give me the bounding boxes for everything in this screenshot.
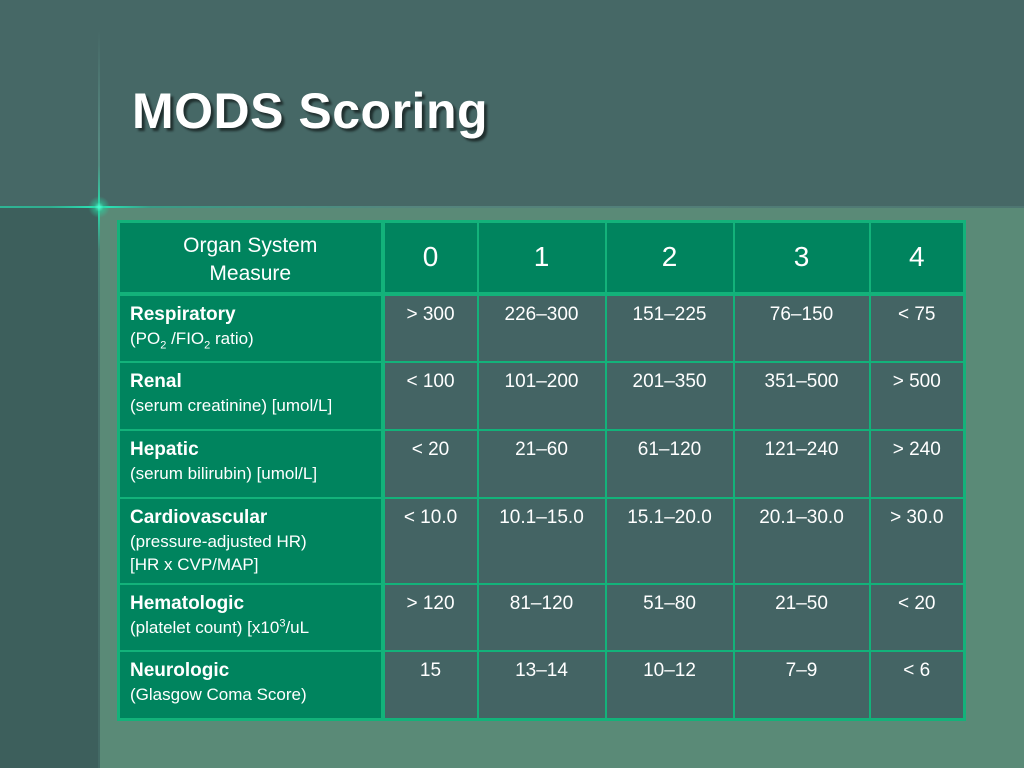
score-cell: > 300 bbox=[381, 292, 479, 363]
score-cell: > 30.0 bbox=[868, 496, 966, 586]
organ-measure-line2: [HR x CVP/MAP] bbox=[130, 554, 259, 574]
table-row-cardiovascular: Cardiovascular (pressure-adjusted HR) [H… bbox=[117, 496, 966, 586]
score-cell: < 75 bbox=[868, 292, 966, 363]
score-cell: 61–120 bbox=[604, 428, 735, 499]
organ-measure-line1: (pressure-adjusted HR) bbox=[130, 531, 307, 551]
header-score-0: 0 bbox=[381, 220, 479, 296]
slide-title: MODS Scoring bbox=[132, 83, 489, 139]
organ-measure: (Glasgow Coma Score) bbox=[130, 685, 307, 705]
organ-name: Respiratory bbox=[130, 303, 236, 325]
organ-name: Cardiovascular bbox=[130, 506, 268, 528]
mods-scoring-table: Organ System Measure 0 1 2 3 4 Respirato… bbox=[117, 220, 966, 721]
measure-text: (platelet count) [x10 bbox=[130, 618, 280, 638]
header-score-4: 4 bbox=[868, 220, 966, 296]
subscript: 2 bbox=[204, 338, 211, 351]
score-cell: 7–9 bbox=[732, 650, 871, 721]
organ-name: Hematologic bbox=[130, 593, 245, 615]
organ-cell-respiratory: Respiratory (PO2 /FIO2 ratio) bbox=[117, 292, 385, 363]
header-organ-line2: Measure bbox=[209, 262, 292, 285]
score-cell: 13–14 bbox=[476, 650, 607, 721]
organ-cell-neurologic: Neurologic (Glasgow Coma Score) bbox=[117, 650, 385, 721]
score-cell: 51–80 bbox=[604, 583, 735, 653]
score-cell: > 500 bbox=[868, 360, 966, 431]
table-row-hepatic: Hepatic (serum bilirubin) [umol/L] < 20 … bbox=[117, 428, 966, 499]
measure-text: /FIO bbox=[166, 328, 205, 348]
score-cell: 101–200 bbox=[476, 360, 607, 431]
table-row-respiratory: Respiratory (PO2 /FIO2 ratio) > 300 226–… bbox=[117, 292, 966, 363]
score-cell: < 6 bbox=[868, 650, 966, 721]
score-cell: < 20 bbox=[868, 583, 966, 653]
measure-text: /uL bbox=[285, 618, 310, 638]
title-band bbox=[0, 0, 1024, 208]
score-cell: > 120 bbox=[381, 583, 479, 653]
score-cell: 201–350 bbox=[604, 360, 735, 431]
measure-text: ratio) bbox=[210, 328, 254, 348]
score-cell: 81–120 bbox=[476, 583, 607, 653]
subscript: 2 bbox=[160, 338, 167, 351]
organ-cell-hematologic: Hematologic (platelet count) [x103/uL bbox=[117, 583, 385, 653]
score-cell: > 240 bbox=[868, 428, 966, 499]
score-cell: < 20 bbox=[381, 428, 479, 499]
left-band bbox=[0, 208, 100, 768]
score-cell: < 10.0 bbox=[381, 496, 479, 586]
header-score-2: 2 bbox=[604, 220, 735, 296]
organ-name: Hepatic bbox=[130, 438, 199, 460]
score-cell: 10–12 bbox=[604, 650, 735, 721]
header-score-1: 1 bbox=[476, 220, 607, 296]
header-organ-line1: Organ System bbox=[183, 234, 318, 257]
score-cell: 15.1–20.0 bbox=[604, 496, 735, 586]
organ-cell-hepatic: Hepatic (serum bilirubin) [umol/L] bbox=[117, 428, 385, 499]
superscript: 3 bbox=[279, 617, 286, 630]
score-cell: < 100 bbox=[381, 360, 479, 431]
vertical-divider-line bbox=[98, 30, 100, 768]
sparkle-glow bbox=[88, 196, 110, 218]
score-cell: 21–50 bbox=[732, 583, 871, 653]
horizontal-divider-line bbox=[0, 206, 1024, 208]
table-row-renal: Renal (serum creatinine) [umol/L] < 100 … bbox=[117, 360, 966, 431]
score-cell: 226–300 bbox=[476, 292, 607, 363]
score-cell: 21–60 bbox=[476, 428, 607, 499]
organ-name: Renal bbox=[130, 370, 182, 392]
score-cell: 351–500 bbox=[732, 360, 871, 431]
organ-measure: (platelet count) [x103/uL bbox=[130, 616, 373, 639]
organ-name: Neurologic bbox=[130, 660, 230, 682]
organ-measure: (PO2 /FIO2 ratio) bbox=[130, 327, 373, 357]
organ-measure: (serum creatinine) [umol/L] bbox=[130, 395, 333, 415]
header-organ-system-measure: Organ System Measure bbox=[117, 220, 385, 296]
score-cell: 20.1–30.0 bbox=[732, 496, 871, 586]
table-row-hematologic: Hematologic (platelet count) [x103/uL > … bbox=[117, 583, 966, 653]
table-header-row: Organ System Measure 0 1 2 3 4 bbox=[117, 220, 966, 296]
score-cell: 151–225 bbox=[604, 292, 735, 363]
header-score-3: 3 bbox=[732, 220, 871, 296]
score-cell: 76–150 bbox=[732, 292, 871, 363]
table-row-neurologic: Neurologic (Glasgow Coma Score) 15 13–14… bbox=[117, 650, 966, 721]
score-cell: 10.1–15.0 bbox=[476, 496, 607, 586]
organ-cell-cardiovascular: Cardiovascular (pressure-adjusted HR) [H… bbox=[117, 496, 385, 586]
score-cell: 15 bbox=[381, 650, 479, 721]
organ-cell-renal: Renal (serum creatinine) [umol/L] bbox=[117, 360, 385, 431]
score-cell: 121–240 bbox=[732, 428, 871, 499]
organ-measure: (serum bilirubin) [umol/L] bbox=[130, 463, 318, 483]
measure-text: (PO bbox=[130, 328, 161, 348]
